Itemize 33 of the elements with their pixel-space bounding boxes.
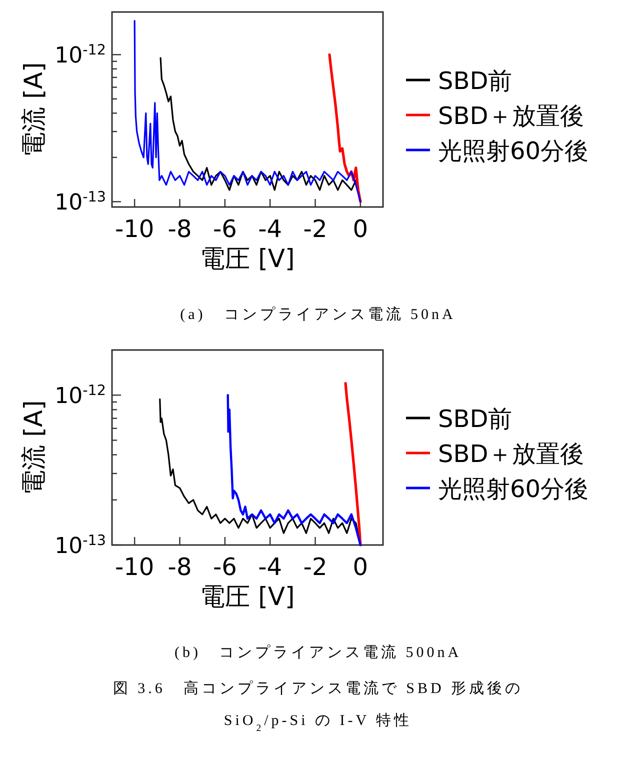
legend-label: SBD前 — [438, 67, 512, 95]
x-tick-label: -6 — [212, 215, 237, 243]
x-axis-title: 電圧 [V] — [200, 244, 295, 273]
y-tick-label: 10$^{-13}$ — [54, 533, 106, 559]
line-series — [344, 382, 362, 546]
x-tick-label: -2 — [303, 553, 328, 581]
x-tick-label: -4 — [258, 215, 282, 243]
line-series — [134, 20, 362, 202]
caption: 図 3.6 高コンプライアンス電流で SBD 形成後の — [112, 680, 524, 697]
x-tick-label: -6 — [212, 553, 237, 581]
x-tick-label: -10 — [114, 215, 154, 243]
x-tick-label: 0 — [352, 553, 368, 581]
legend-label: SBD＋放置後 — [438, 102, 584, 130]
legend-label: SBD前 — [438, 405, 512, 433]
x-tick-label: 0 — [352, 215, 368, 243]
legend-label: 光照射60分後 — [438, 475, 589, 503]
x-tick-label: -8 — [168, 553, 192, 581]
text: SiO$_{2}$/p-Si の I-V 特性 — [224, 712, 412, 734]
line-series — [226, 394, 362, 546]
y-tick-label: 10$^{-13}$ — [54, 190, 106, 216]
y-tick-label: 10$^{-12}$ — [54, 42, 106, 69]
y-tick-label: 10$^{-12}$ — [54, 383, 106, 410]
x-tick-label: -2 — [303, 215, 328, 243]
x-axis-title: 電圧 [V] — [200, 582, 295, 611]
legend-label: 光照射60分後 — [438, 137, 589, 165]
y-axis-title: 電流 [A] — [19, 400, 48, 495]
y-axis-title: 電流 [A] — [19, 62, 48, 157]
legend-label: SBD＋放置後 — [438, 440, 584, 468]
x-tick-label: -10 — [114, 553, 154, 581]
text: (a) コンプライアンス電流 50nA — [180, 306, 456, 323]
text: (b) コンプライアンス電流 500nA — [174, 644, 462, 661]
x-tick-label: -4 — [258, 553, 282, 581]
x-tick-label: -8 — [168, 215, 192, 243]
